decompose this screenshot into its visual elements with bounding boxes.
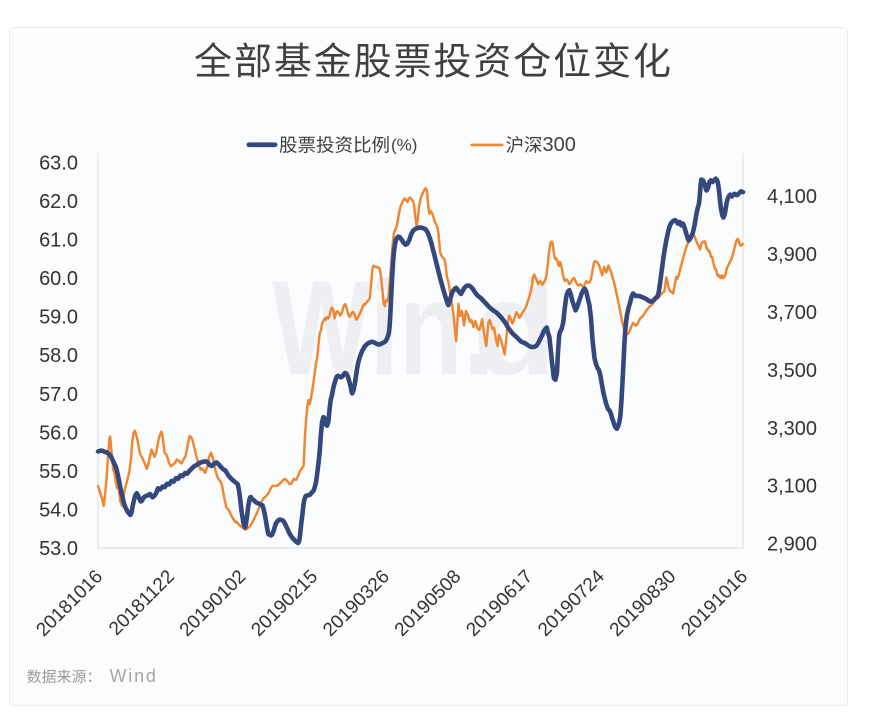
svg-text:(%): (%) <box>391 136 417 155</box>
svg-text:3,100: 3,100 <box>767 476 817 498</box>
svg-text:3,900: 3,900 <box>767 244 817 266</box>
svg-text:54.0: 54.0 <box>39 500 78 522</box>
svg-text:4,100: 4,100 <box>767 186 817 208</box>
svg-text:53.0: 53.0 <box>39 538 78 560</box>
svg-text:3,700: 3,700 <box>767 302 817 324</box>
svg-text:57.0: 57.0 <box>39 384 78 406</box>
svg-text:63.0: 63.0 <box>39 153 78 175</box>
svg-text:61.0: 61.0 <box>39 230 78 252</box>
svg-text:62.0: 62.0 <box>39 191 78 213</box>
svg-text:3,500: 3,500 <box>767 360 817 382</box>
svg-text:55.0: 55.0 <box>39 461 78 483</box>
svg-text:300: 300 <box>543 134 576 156</box>
svg-text:60.0: 60.0 <box>39 268 78 290</box>
svg-text:59.0: 59.0 <box>39 307 78 329</box>
svg-text:58.0: 58.0 <box>39 345 78 367</box>
svg-text:2,900: 2,900 <box>767 534 817 556</box>
svg-text:56.0: 56.0 <box>39 422 78 444</box>
svg-text:Wind: Wind <box>110 666 158 686</box>
svg-text:3,300: 3,300 <box>767 418 817 440</box>
svg-text:Win: Win <box>272 254 463 403</box>
